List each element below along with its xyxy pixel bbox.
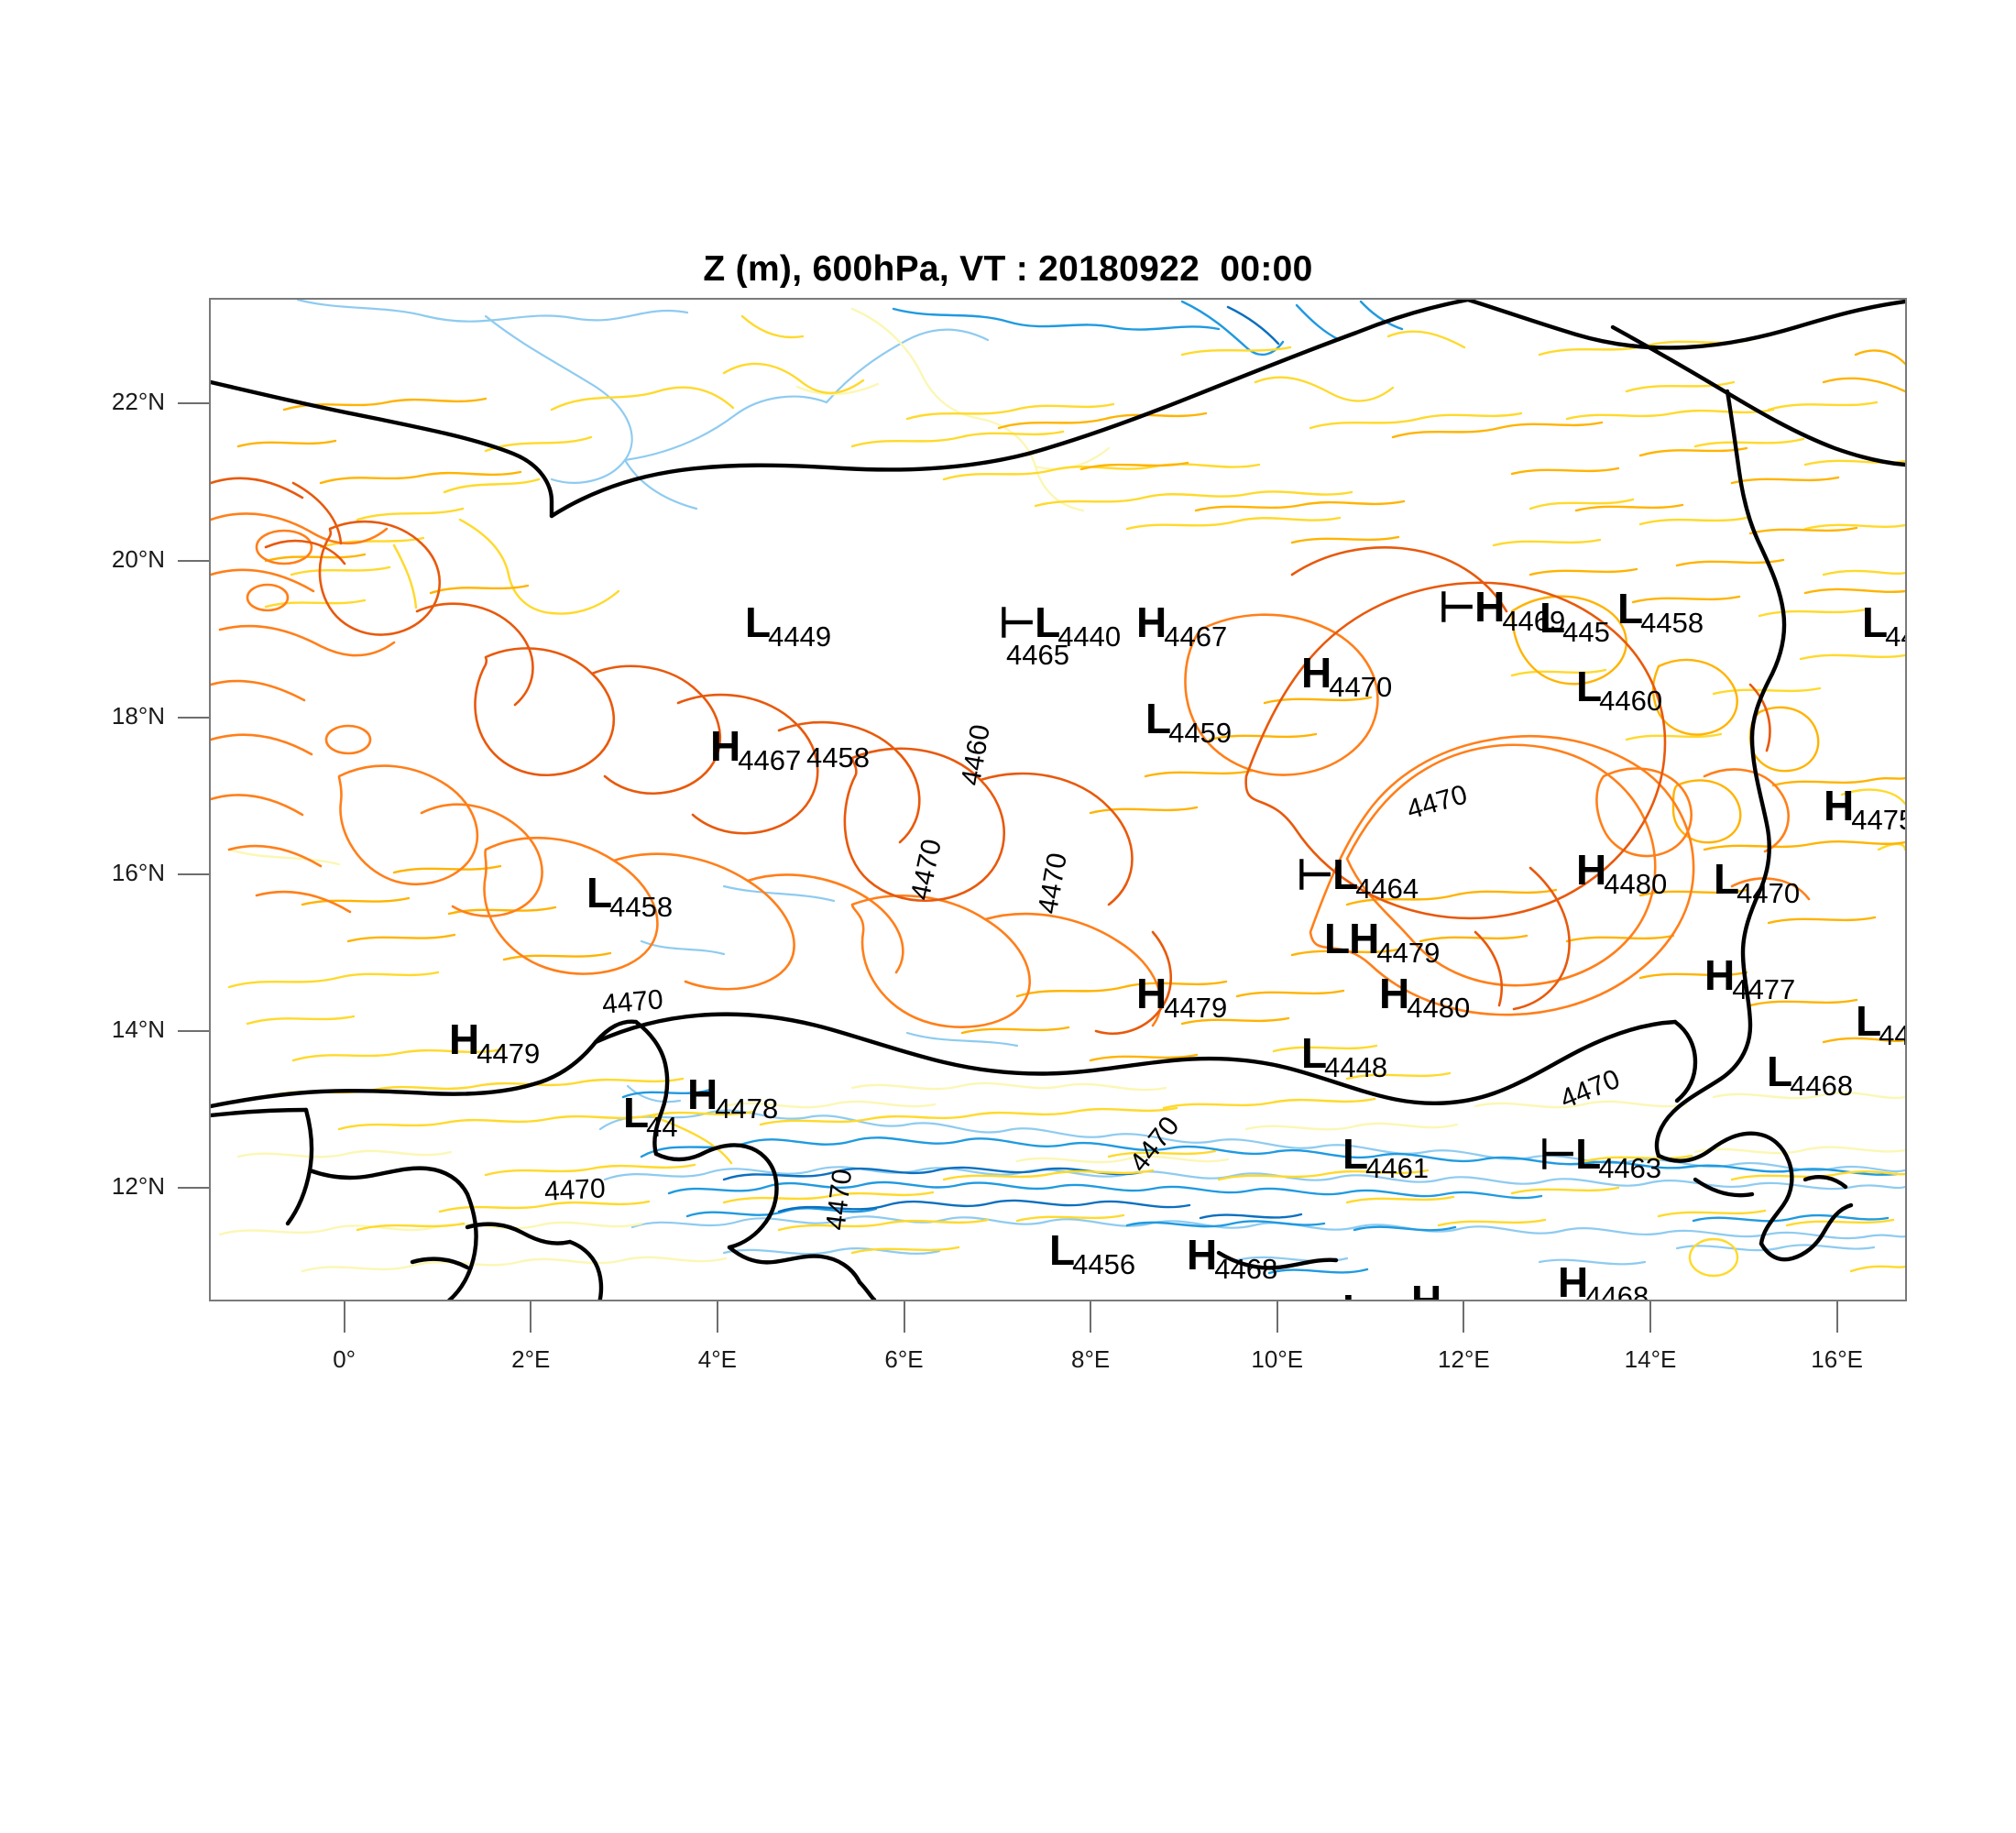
x-axis-tick-label: 8°E (1071, 1345, 1111, 1373)
low-center-marker: L4461 (1342, 1130, 1430, 1184)
coastline-borders (211, 300, 1905, 1300)
high-center-marker: LH4479 (1324, 915, 1441, 969)
low-center-marker: L4456 (1049, 1226, 1136, 1280)
chart-title: Z (m), 600hPa, VT : 20180922 00:00 (703, 249, 1313, 289)
contour-group-4450-blue (621, 300, 1899, 1275)
low-center-marker: L4458 (1617, 585, 1704, 639)
x-axis-tick (1090, 1301, 1092, 1333)
x-axis-tick (1649, 1301, 1651, 1333)
x-axis-tick-label: 12°E (1438, 1345, 1490, 1373)
low-center-marker: L4468 (1767, 1048, 1854, 1102)
high-center-marker: H4480 (1379, 970, 1471, 1024)
x-axis-tick (1463, 1301, 1465, 1333)
high-center-marker: H4467 (710, 722, 802, 776)
low-center-marker: L4460 (1576, 663, 1663, 717)
x-axis-tick-label: 16°E (1811, 1345, 1863, 1373)
low-center-marker: L4459 (1145, 695, 1233, 749)
low-center-marker: ⊢L4463 (1539, 1130, 1662, 1184)
y-axis-tick (178, 873, 209, 875)
x-axis-tick (343, 1301, 345, 1333)
high-center-marker: H4478 (687, 1070, 779, 1125)
low-center-marker: ⊢L4440 (999, 598, 1122, 653)
contour-group-4470-gold (236, 349, 1905, 1062)
x-axis-tick (530, 1301, 532, 1333)
x-axis-tick-label: 4°E (697, 1345, 737, 1373)
low-center-marker: L4448 (1301, 1029, 1388, 1083)
y-axis-tick (178, 1186, 209, 1189)
contour-label: 4470 (543, 1173, 607, 1207)
high-center-marker: ⊢H4469 (1439, 583, 1566, 637)
contour-group-4470-orange (211, 512, 1811, 1028)
high-center-marker: H4468 (1558, 1258, 1649, 1301)
low-center-marker: L4449 (745, 598, 832, 653)
x-axis-tick (1835, 1301, 1838, 1333)
y-axis-tick (178, 716, 209, 719)
high-center-marker: H4470 (1301, 649, 1393, 703)
y-axis-tick-label: 22°N (111, 388, 165, 416)
y-axis-tick-label: 20°N (111, 544, 165, 573)
x-axis-tick-label: 10°E (1251, 1345, 1304, 1373)
contour-map-svg (211, 300, 1905, 1300)
low-center-marker: L4468 (1856, 997, 1905, 1051)
y-axis-tick-label: 16°N (111, 858, 165, 886)
y-axis-tick-label: 12°N (111, 1171, 165, 1200)
low-center-marker: L4470 (1714, 855, 1801, 909)
low-center-marker: L44 (623, 1089, 678, 1143)
contour-group-4460-yellow (227, 314, 1905, 1278)
map-plot-area[interactable]: 4460 4470 4470 4470 4470 4470 4470 4470 4470 4470… (209, 298, 1907, 1301)
high-center-marker: H4479 (449, 1015, 541, 1070)
x-axis-tick-label: 14°E (1624, 1345, 1677, 1373)
y-axis-tick-label: 18°N (111, 701, 165, 730)
y-axis-tick (178, 1029, 209, 1032)
center-marker: 4458 (806, 741, 870, 774)
low-center-marker: ⊢L4464 (1297, 851, 1419, 905)
high-center-marker: H4466 (1411, 1277, 1441, 1301)
high-center-marker: H4467 (1136, 598, 1228, 653)
low-center-marker: L4458 (1862, 598, 1905, 653)
high-center-marker: H4477 (1704, 951, 1796, 1005)
contour-group-4450-darkblue (722, 305, 1303, 1220)
x-axis-tick (716, 1301, 718, 1333)
x-axis-tick-label: 6°E (884, 1345, 924, 1373)
y-axis-tick-label: 14°N (111, 1015, 165, 1043)
x-axis-tick (1276, 1301, 1278, 1333)
x-axis-tick (903, 1301, 905, 1333)
high-center-marker: H4468 (1187, 1231, 1278, 1285)
contour-group-4480-darkorange (211, 477, 1771, 1035)
center-marker: 4465 (1006, 639, 1069, 671)
high-center-marker: H4479 (1136, 970, 1228, 1024)
x-axis-tick-label: 2°E (511, 1345, 551, 1373)
low-center-marker: L44 (1342, 1289, 1399, 1300)
low-center-marker: L4458 (586, 869, 674, 923)
low-center-marker: L445 (1539, 594, 1610, 648)
y-axis-tick (178, 559, 209, 562)
y-axis-tick (178, 402, 209, 405)
x-axis-tick-label: 0° (333, 1345, 356, 1373)
contour-label: 4470 (600, 984, 665, 1020)
high-center-marker: H4480 (1576, 846, 1668, 900)
high-center-marker: H4475 (1824, 782, 1905, 836)
